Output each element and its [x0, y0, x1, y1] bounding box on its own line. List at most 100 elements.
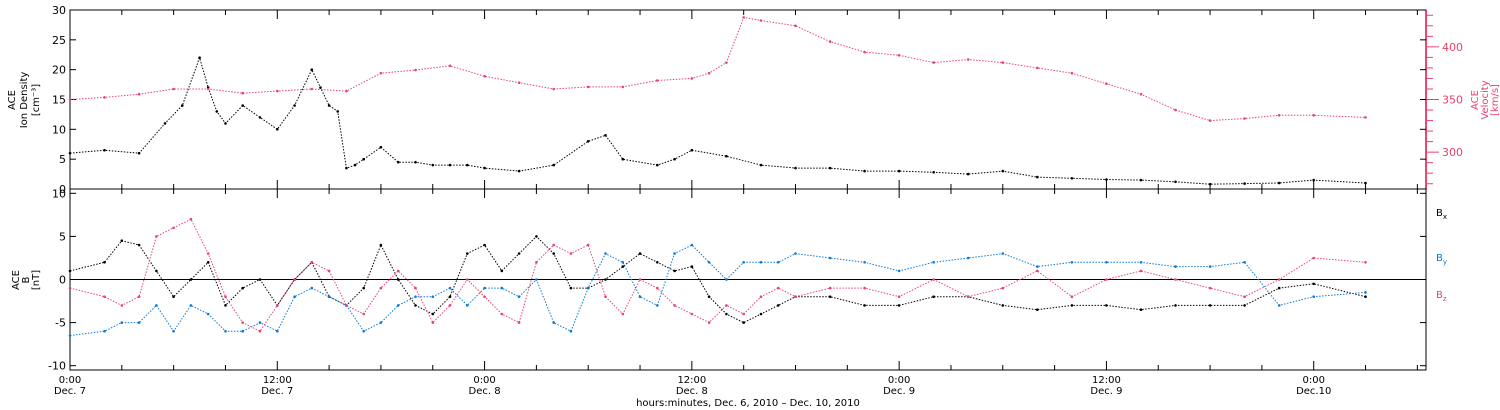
bottom-panel: -10 -5 0 5 10 ACE B [nT] Bx By Bz [11, 187, 1447, 372]
b-series-1-point [966, 256, 970, 260]
b-series-0-point [1312, 282, 1315, 286]
density-tick-label: 10 [52, 123, 66, 136]
b-series-2-point [742, 312, 745, 316]
b-series-2-point [1139, 269, 1143, 273]
b-series-1-point [310, 286, 314, 290]
b-series-0-point [241, 286, 244, 290]
velocity-series-0-point [1070, 71, 1074, 75]
b-series-0-point [1208, 304, 1212, 307]
density-series-0-point [552, 163, 555, 167]
b-series-1-point [638, 295, 642, 299]
x-tick-time: 12:00 [677, 375, 706, 386]
b-series-1-point [224, 329, 227, 333]
density-series-0-point [673, 157, 676, 161]
b-series-1-point [68, 334, 72, 337]
b-series-2-point [569, 252, 573, 255]
b-series-2-point [1312, 256, 1315, 260]
b-series-0-point [414, 304, 417, 307]
density-series-0-point [586, 140, 590, 143]
density-series-0-point [690, 148, 694, 152]
b-series-0-point [172, 295, 175, 299]
density-series-0-point [759, 163, 763, 167]
b-series-2-point [345, 304, 348, 307]
x-tick-time: 12:00 [263, 375, 292, 386]
b-series-2-point [414, 286, 417, 290]
b-series-0-point [673, 269, 676, 273]
density-series-0-point [310, 68, 314, 71]
b-series-0-point [656, 261, 659, 264]
velocity-series-0-point [103, 96, 106, 99]
density-tick-label: 30 [52, 4, 66, 17]
b-series-0-point [759, 312, 763, 316]
b-series-0-point [1070, 304, 1074, 307]
velocity-series-0-point [1139, 92, 1143, 96]
density-series-0-point [656, 163, 659, 167]
b-series-2-point [1364, 261, 1367, 264]
b-series-2-point [258, 329, 262, 333]
b-series-0-point [690, 265, 694, 268]
legend: Bx By Bz [1436, 208, 1447, 303]
b-series-1-point [379, 321, 383, 324]
b-series-2-point [103, 295, 106, 299]
velocity-series-0-point [656, 79, 659, 82]
b-series-2-point [1174, 278, 1177, 281]
b-series-1-point [569, 329, 573, 333]
velocity-series-0-point [759, 19, 763, 22]
velocity-series-0-point [379, 71, 383, 75]
b-series-0-point [68, 269, 72, 273]
b-series-2-point [379, 286, 383, 290]
density-series-0-point [1139, 178, 1143, 182]
b-series-1-point [1070, 261, 1074, 264]
b-series-2-point [448, 304, 452, 307]
b-series-1-point [448, 286, 452, 290]
b-series-1-point [206, 312, 210, 316]
b-series-1-point [362, 329, 366, 333]
b-series-2-point [863, 286, 866, 290]
velocity-series-0-point [1364, 116, 1367, 119]
b-axis-ticks: -10 -5 0 5 10 [48, 187, 1426, 373]
density-series-0-point [163, 122, 167, 125]
x-tick-time: 0:00 [1302, 375, 1324, 386]
b-series-1-point [103, 329, 106, 333]
b-series-2-point [293, 278, 296, 281]
b-series-0-point [206, 261, 210, 264]
b-series-0-point [1174, 304, 1177, 307]
b-series-1-point [1139, 261, 1143, 264]
b-series-0-point [448, 295, 452, 299]
b-series-1-point [759, 261, 763, 264]
b-series-1-point [1208, 265, 1212, 268]
velocity-series-0-point [742, 16, 745, 19]
b-series-2-point [310, 261, 314, 264]
b-series-1-point [742, 261, 745, 264]
velocity-tick-label: 350 [1442, 94, 1463, 107]
b-series-0-point [224, 304, 227, 307]
velocity-series-0-point [932, 61, 935, 64]
velocity-series-0-point [1208, 119, 1212, 122]
density-series-0-point [431, 163, 435, 167]
x-tick-time: 0:00 [888, 375, 910, 386]
b-series-1-point [431, 295, 435, 299]
velocity-series-0-point [1036, 66, 1039, 70]
b-series-2-point [241, 321, 244, 324]
density-series-0-point [1174, 180, 1177, 184]
density-series-0-point [345, 166, 348, 170]
density-tick-label: 20 [52, 64, 66, 77]
x-tick-time: 12:00 [1092, 375, 1121, 386]
b-series-1-line [69, 244, 1366, 336]
b-series-0-point [725, 312, 728, 316]
b-series-0-point [1277, 286, 1281, 290]
density-series-0-point [137, 151, 141, 155]
b-tick-label: -10 [48, 360, 66, 373]
b-series-1-point [189, 304, 193, 307]
b-series-2-point [535, 261, 538, 264]
b-series-1-point [1174, 265, 1177, 268]
b-series-2-point [673, 304, 676, 307]
b-series-2-point [155, 235, 158, 238]
b-series-1-point [828, 256, 832, 260]
b-series-0-point [258, 278, 262, 281]
b-series-2-point [586, 243, 590, 247]
b-series-1-point [1277, 304, 1281, 307]
velocity-series-0-point [448, 64, 452, 68]
density-series-0-point [1036, 175, 1039, 179]
